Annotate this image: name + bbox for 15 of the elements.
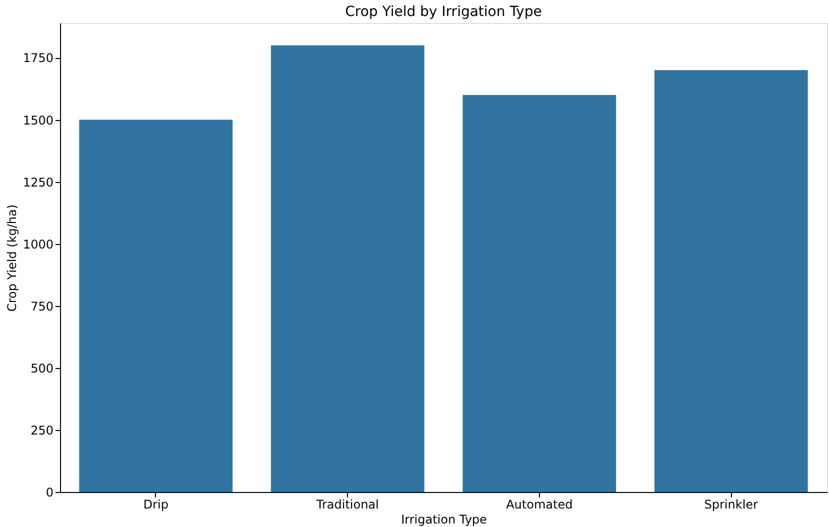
x-tick-label: Automated: [506, 498, 573, 512]
y-tick-label: 1000: [22, 237, 54, 252]
x-tick-label: Sprinkler: [704, 498, 758, 512]
y-tick-label: 500: [30, 361, 54, 376]
y-tick-label: 0: [46, 486, 54, 500]
y-tick-label: 250: [30, 423, 54, 438]
y-tick-label: 1250: [22, 175, 54, 190]
y-tick-label: 750: [30, 299, 54, 314]
y-tick-label: 1750: [22, 51, 54, 66]
y-axis-title: Crop Yield (kg/ha): [4, 204, 19, 312]
x-tick-label: Drip: [143, 498, 168, 512]
chart-title: Crop Yield by Irrigation Type: [345, 4, 542, 20]
y-tick-label: 1500: [22, 113, 54, 128]
x-tick-label: Traditional: [315, 498, 379, 512]
x-axis-title: Irrigation Type: [401, 512, 487, 526]
